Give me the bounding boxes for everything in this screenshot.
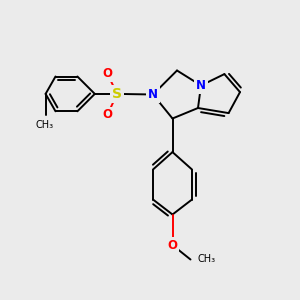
Text: CH₃: CH₃	[198, 254, 216, 265]
Text: N: N	[196, 79, 206, 92]
Text: O: O	[167, 238, 178, 252]
Text: CH₃: CH₃	[35, 120, 53, 130]
Text: O: O	[102, 108, 112, 122]
Text: N: N	[148, 88, 158, 101]
Text: S: S	[112, 87, 122, 101]
Text: O: O	[102, 67, 112, 80]
